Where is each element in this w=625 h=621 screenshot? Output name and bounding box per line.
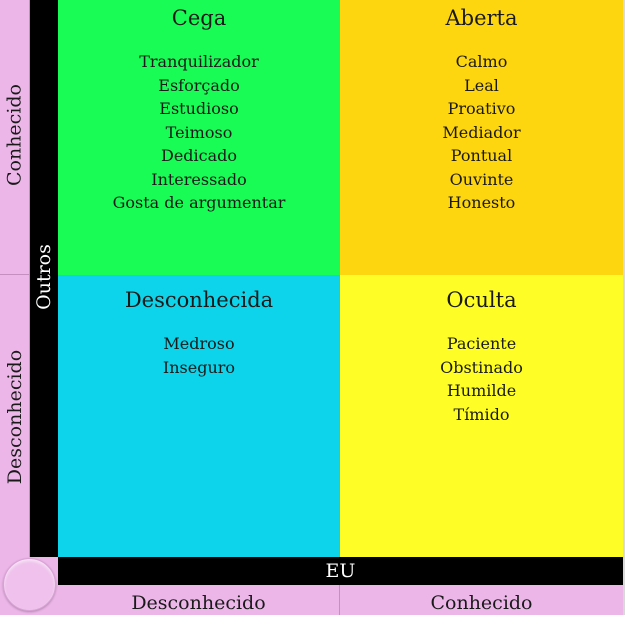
quadrant-unknown: Desconhecida Medroso Inseguro (58, 275, 340, 557)
trait-item: Calmo (455, 52, 508, 71)
quadrant-title: Aberta (445, 6, 518, 30)
trait-item: Honesto (447, 193, 516, 212)
quadrant-title: Desconhecida (124, 288, 274, 312)
outros-axis-bar (30, 0, 58, 557)
unknown-row-label: Desconhecido (4, 349, 26, 485)
quadrant-hidden: Oculta Paciente Obstinado Humilde Tímido (340, 275, 623, 557)
quadrant-title: Cega (171, 6, 227, 30)
trait-item: Humilde (446, 381, 517, 400)
unknown-column-label: Desconhecido (58, 585, 340, 615)
trait-item: Proativo (447, 99, 516, 118)
trait-list: Tranquilizador Esforçado Estudioso Teimoso D… (58, 50, 340, 215)
trait-list: Calmo Leal Proativo Mediador Pontual Ouvinte H… (340, 50, 623, 215)
trait-item: Pontual (450, 146, 513, 165)
outros-axis-label: Outros (33, 244, 55, 310)
trait-item: Paciente (446, 334, 517, 353)
left-unknown-panel (0, 275, 30, 557)
trait-item: Gosta de argumentar (112, 193, 286, 212)
eu-axis-label: EU (325, 560, 356, 582)
quadrant-open: Aberta Calmo Leal Proativo Mediador Pontual O… (340, 0, 623, 275)
trait-item: Estudioso (159, 99, 239, 118)
trait-item: Esforçado (158, 75, 240, 95)
left-known-panel (0, 0, 30, 275)
known-column-label: Conhecido (340, 585, 623, 615)
trait-list: Medroso Inseguro (58, 332, 340, 379)
trait-item: Tímido (453, 404, 510, 424)
right-edge (623, 0, 625, 615)
trait-item: Leal (464, 75, 499, 95)
trait-item: Inseguro (162, 357, 236, 377)
trait-list: Paciente Obstinado Humilde Tímido (340, 332, 623, 426)
trait-item: Mediador (442, 122, 521, 142)
trait-item: Obstinado (440, 357, 523, 377)
trait-item: Interessado (151, 169, 247, 189)
trait-item: Medroso (163, 334, 235, 353)
quadrant-title: Oculta (446, 288, 517, 312)
known-row-label: Conhecido (3, 84, 26, 187)
trait-item: Dedicado (160, 146, 238, 165)
trait-item: Ouvinte (449, 169, 514, 189)
corner-circle-button[interactable] (3, 558, 56, 611)
trait-item: Teimoso (165, 122, 233, 142)
quadrant-blind: Cega Tranquilizador Esforçado Estudioso Tei… (58, 0, 340, 275)
trait-item: Tranquilizador (139, 52, 259, 71)
eu-axis-bar (58, 557, 623, 585)
